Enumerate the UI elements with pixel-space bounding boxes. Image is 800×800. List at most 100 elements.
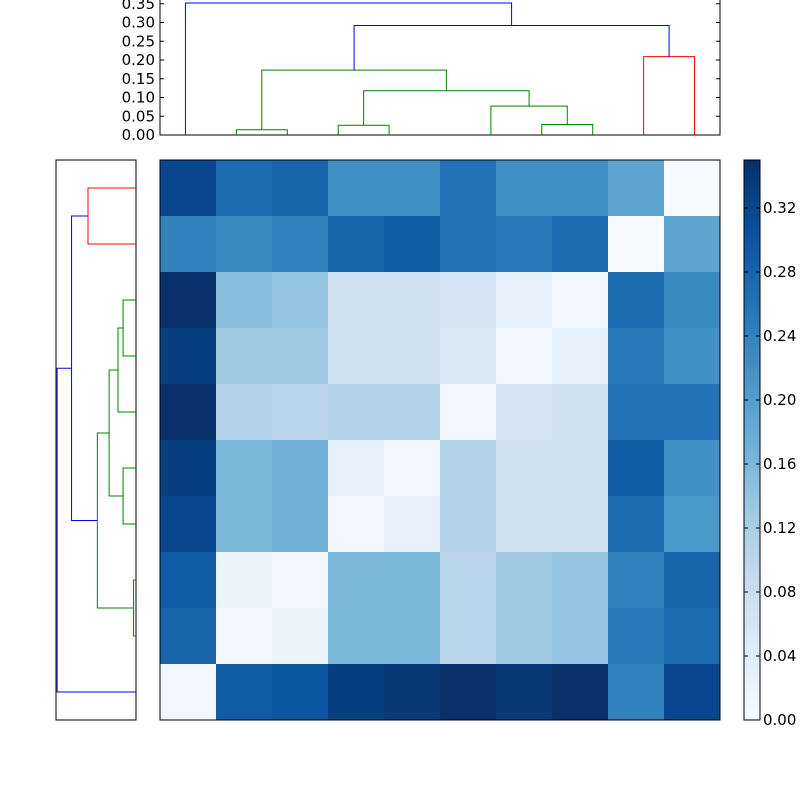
heatmap-cell — [440, 272, 497, 329]
heatmap-cell — [216, 608, 273, 665]
heatmap-cell — [496, 608, 553, 665]
top-dendrogram-link — [363, 90, 530, 126]
top-dendrogram-frame — [159, 0, 721, 136]
top-dendrogram-tick-label: 0.25 — [122, 32, 155, 50]
heatmap-cell — [496, 328, 553, 385]
colorbar: 0.00 0.04 0.08 0.12 0.16 0.20 0.24 0.28 0.32 — [743, 159, 796, 729]
heatmap-cell — [160, 216, 217, 273]
colorbar-tick-label: 0.08 — [763, 583, 796, 601]
heatmap-cell — [608, 608, 665, 665]
top-dendrogram-link — [643, 56, 696, 135]
heatmap-cell — [664, 328, 721, 385]
top-dendrogram-tick-label: 0.00 — [122, 126, 155, 144]
heatmap-cell — [328, 608, 385, 665]
heatmap-cell — [328, 664, 385, 721]
heatmap-cell — [328, 328, 385, 385]
top-dendrogram-tick-label: 0.10 — [122, 89, 155, 107]
heatmap-cell — [552, 272, 609, 329]
heatmap-cell — [552, 440, 609, 497]
heatmap-cell — [440, 160, 497, 217]
heatmap-cell — [216, 272, 273, 329]
left-dendrogram-link — [133, 579, 136, 637]
colorbar-gradient — [744, 160, 760, 720]
colorbar-tick-label: 0.28 — [763, 263, 796, 281]
heatmap-cell — [608, 160, 665, 217]
heatmap-cell — [216, 440, 273, 497]
heatmap-cell — [384, 160, 441, 217]
heatmap-cell — [160, 496, 217, 553]
heatmap-cell — [384, 272, 441, 329]
top-dendrogram-link — [235, 129, 288, 135]
top-dendrogram-tick-label: 0.05 — [122, 107, 155, 125]
heatmap-cell — [160, 664, 217, 721]
heatmap-cell — [552, 160, 609, 217]
heatmap-cell — [272, 552, 329, 609]
top-dendrogram: 0.000.050.100.150.200.250.300.35 — [122, 0, 721, 144]
heatmap-cell — [664, 160, 721, 217]
heatmap-cell — [384, 552, 441, 609]
heatmap-cell — [160, 160, 217, 217]
heatmap-cell — [440, 440, 497, 497]
left-dendrogram-link — [56, 367, 136, 693]
heatmap-cell — [160, 440, 217, 497]
colorbar-tick-label: 0.16 — [763, 455, 796, 473]
heatmap-cell — [664, 272, 721, 329]
heatmap-cell — [384, 328, 441, 385]
heatmap-cell — [216, 664, 273, 721]
heatmap-cell — [272, 216, 329, 273]
heatmap-cell — [496, 216, 553, 273]
heatmap-cell — [272, 496, 329, 553]
heatmap-cell — [608, 664, 665, 721]
top-dendrogram-link — [353, 25, 670, 71]
heatmap-cell — [552, 384, 609, 441]
heatmap-cell — [608, 496, 665, 553]
left-dendrogram-link — [96, 432, 134, 609]
heatmap-cell — [664, 384, 721, 441]
left-dendrogram-frame — [55, 159, 137, 721]
heatmap-cell — [608, 328, 665, 385]
colorbar-tick-label: 0.04 — [763, 647, 796, 665]
heatmap-cell — [552, 552, 609, 609]
heatmap-cell — [440, 496, 497, 553]
colorbar-tick-label: 0.24 — [763, 327, 796, 345]
top-dendrogram-tick-label: 0.30 — [122, 14, 155, 32]
heatmap-cell — [552, 608, 609, 665]
heatmap-cell — [328, 440, 385, 497]
top-dendrogram-link — [184, 2, 513, 135]
heatmap-cell — [440, 384, 497, 441]
heatmap-cell — [496, 160, 553, 217]
top-dendrogram-link — [337, 124, 390, 135]
heatmap-cell — [496, 664, 553, 721]
heatmap-cell — [552, 328, 609, 385]
heatmap-cell — [216, 384, 273, 441]
heatmap-cell — [384, 216, 441, 273]
heatmap-cell — [440, 608, 497, 665]
heatmap-cell — [272, 664, 329, 721]
heatmap-cell — [216, 216, 273, 273]
heatmap-cell — [160, 272, 217, 329]
heatmap-cell — [664, 552, 721, 609]
heatmap-cell — [664, 664, 721, 721]
heatmap-cell — [384, 664, 441, 721]
heatmap-cell — [664, 496, 721, 553]
heatmap-cell — [216, 328, 273, 385]
top-dendrogram-tick-label: 0.20 — [122, 51, 155, 69]
heatmap — [159, 159, 721, 721]
top-dendrogram-link — [541, 124, 594, 135]
heatmap-frame — [159, 159, 721, 721]
top-dendrogram-tick-label: 0.35 — [122, 0, 155, 13]
heatmap-cell — [552, 216, 609, 273]
left-dendrogram-link — [108, 369, 124, 497]
heatmap-cell — [272, 272, 329, 329]
heatmap-cell — [552, 664, 609, 721]
colorbar-tick-label: 0.12 — [763, 519, 796, 537]
colorbar-tick-label: 0.32 — [763, 199, 796, 217]
heatmap-cell — [328, 552, 385, 609]
heatmap-cell — [160, 328, 217, 385]
heatmap-cell — [384, 496, 441, 553]
heatmap-cell — [160, 384, 217, 441]
left-dendrogram-link — [122, 467, 136, 525]
heatmap-cell — [272, 328, 329, 385]
colorbar-tick-label: 0.20 — [763, 391, 796, 409]
